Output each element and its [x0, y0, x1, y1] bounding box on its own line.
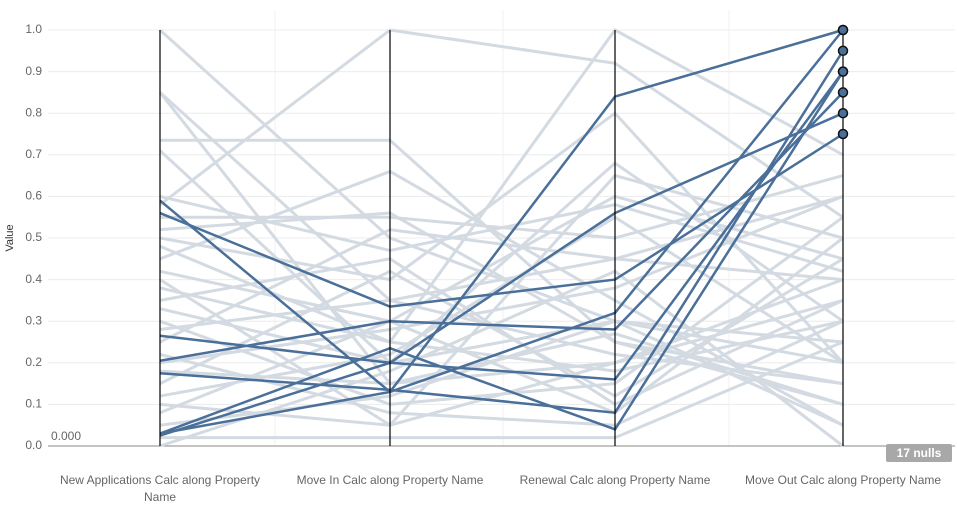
series-line: [159, 70, 845, 435]
series-line: [159, 91, 844, 362]
y-tick-label: 0.5: [25, 230, 42, 244]
series-line: [160, 340, 844, 440]
series-line: [159, 257, 844, 407]
y-tick-label: 0.9: [25, 64, 42, 78]
end-point: [837, 45, 849, 57]
end-point: [837, 128, 849, 140]
series-line: [159, 269, 844, 448]
series-line: [159, 319, 844, 427]
nulls-badge: [886, 444, 952, 462]
x-category-label: Move Out Calc along Property Name: [744, 473, 942, 487]
series-line: [158, 91, 844, 386]
series-line: [159, 132, 844, 308]
end-point: [837, 24, 849, 36]
y-tick-label: 1.0: [25, 22, 42, 36]
x-category-label: Renewal Calc along Property Name: [519, 473, 711, 487]
series-line: [159, 298, 844, 427]
series-line: [159, 215, 844, 398]
series-line: [159, 257, 844, 398]
series-line: [159, 112, 844, 437]
y-tick-label: 0.6: [25, 189, 42, 203]
lines: [158, 28, 845, 448]
x-category-label: Move In Calc along Property Name: [296, 473, 484, 487]
y-tick-label: 0.2: [25, 355, 42, 369]
y-tick-label: 0.0: [25, 438, 42, 452]
y-tick-label: 0.4: [25, 272, 42, 286]
series-line: [159, 29, 844, 394]
end-point: [837, 107, 849, 119]
series-line: [159, 195, 844, 365]
x-category-label: New Applications Calc along Property Nam…: [59, 473, 261, 504]
series-line: [159, 28, 844, 219]
zero-annotation: 0.000: [51, 429, 81, 443]
end-point: [837, 87, 849, 98]
y-axis-title: Value: [4, 224, 16, 251]
series-line: [159, 28, 844, 435]
series-line: [159, 194, 844, 273]
series-line: [159, 211, 844, 386]
y-tick-label: 0.8: [25, 105, 42, 119]
end-point: [837, 66, 849, 77]
y-tick-label: 0.7: [25, 147, 42, 161]
nulls-label: 17 nulls: [897, 446, 942, 460]
series-line: [159, 244, 844, 373]
y-tick-label: 0.1: [25, 397, 42, 411]
series-line: [159, 50, 845, 415]
series-line: [159, 236, 844, 415]
y-tick-label: 0.3: [25, 313, 42, 327]
series-line: [159, 70, 845, 381]
